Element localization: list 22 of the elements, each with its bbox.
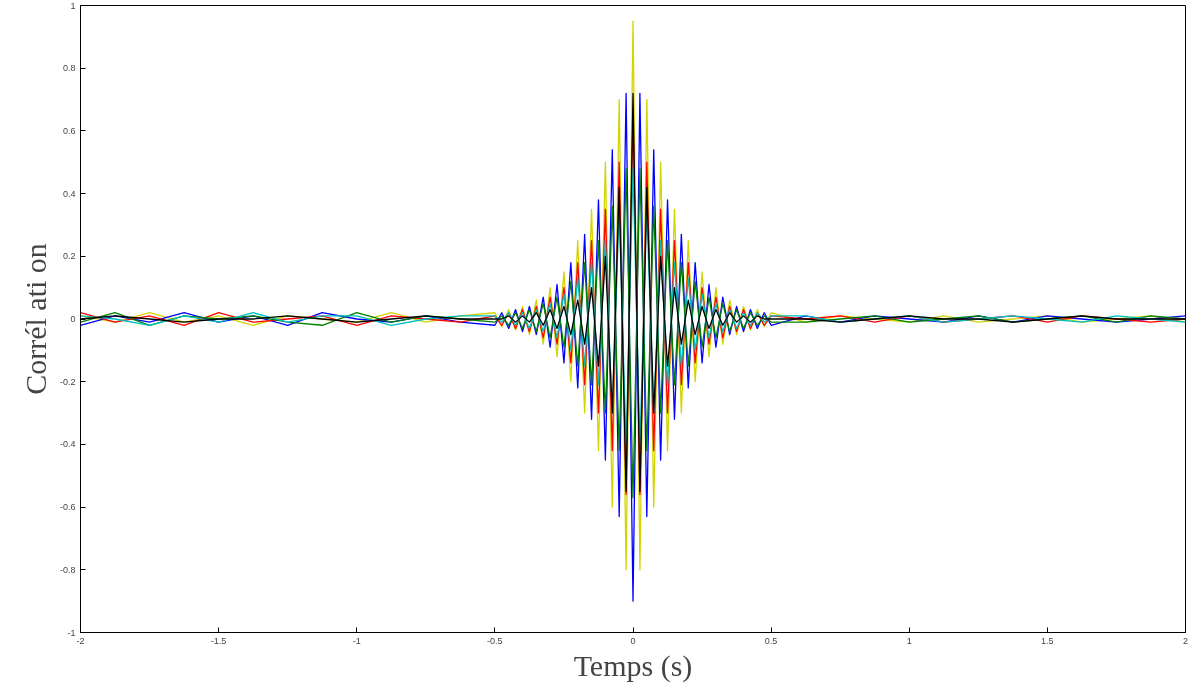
x-tick-label: 1.5 bbox=[1041, 635, 1054, 646]
y-tick-label: -0.8 bbox=[59, 564, 76, 575]
y-tick-label: 1 bbox=[70, 0, 76, 11]
x-axis-title: Temps (s) bbox=[573, 648, 693, 683]
x-tick-label: -1.5 bbox=[210, 635, 227, 646]
x-tick-label: -2 bbox=[76, 635, 85, 646]
x-tick-label: 2 bbox=[1183, 635, 1189, 646]
y-tick-label: 0.4 bbox=[62, 188, 76, 199]
y-tick-label: -0.2 bbox=[59, 376, 76, 387]
y-tick-label: -0.6 bbox=[59, 502, 76, 513]
y-tick-label: 0.6 bbox=[62, 125, 76, 136]
x-tick-label: 1 bbox=[906, 635, 912, 646]
x-tick-label: -1 bbox=[352, 635, 361, 646]
y-axis-title: Corrél ati on bbox=[18, 243, 52, 395]
x-tick-label: -0.5 bbox=[487, 635, 503, 646]
y-tick-label: -0.4 bbox=[59, 439, 76, 450]
y-tick-label: 0 bbox=[70, 314, 76, 324]
y-tick-label: 0.2 bbox=[62, 251, 76, 262]
y-tick-label: -1 bbox=[67, 627, 76, 638]
x-tick-label: 0 bbox=[630, 635, 636, 646]
y-tick-label: 0.8 bbox=[62, 63, 76, 74]
x-tick-label: 0.5 bbox=[764, 635, 778, 646]
